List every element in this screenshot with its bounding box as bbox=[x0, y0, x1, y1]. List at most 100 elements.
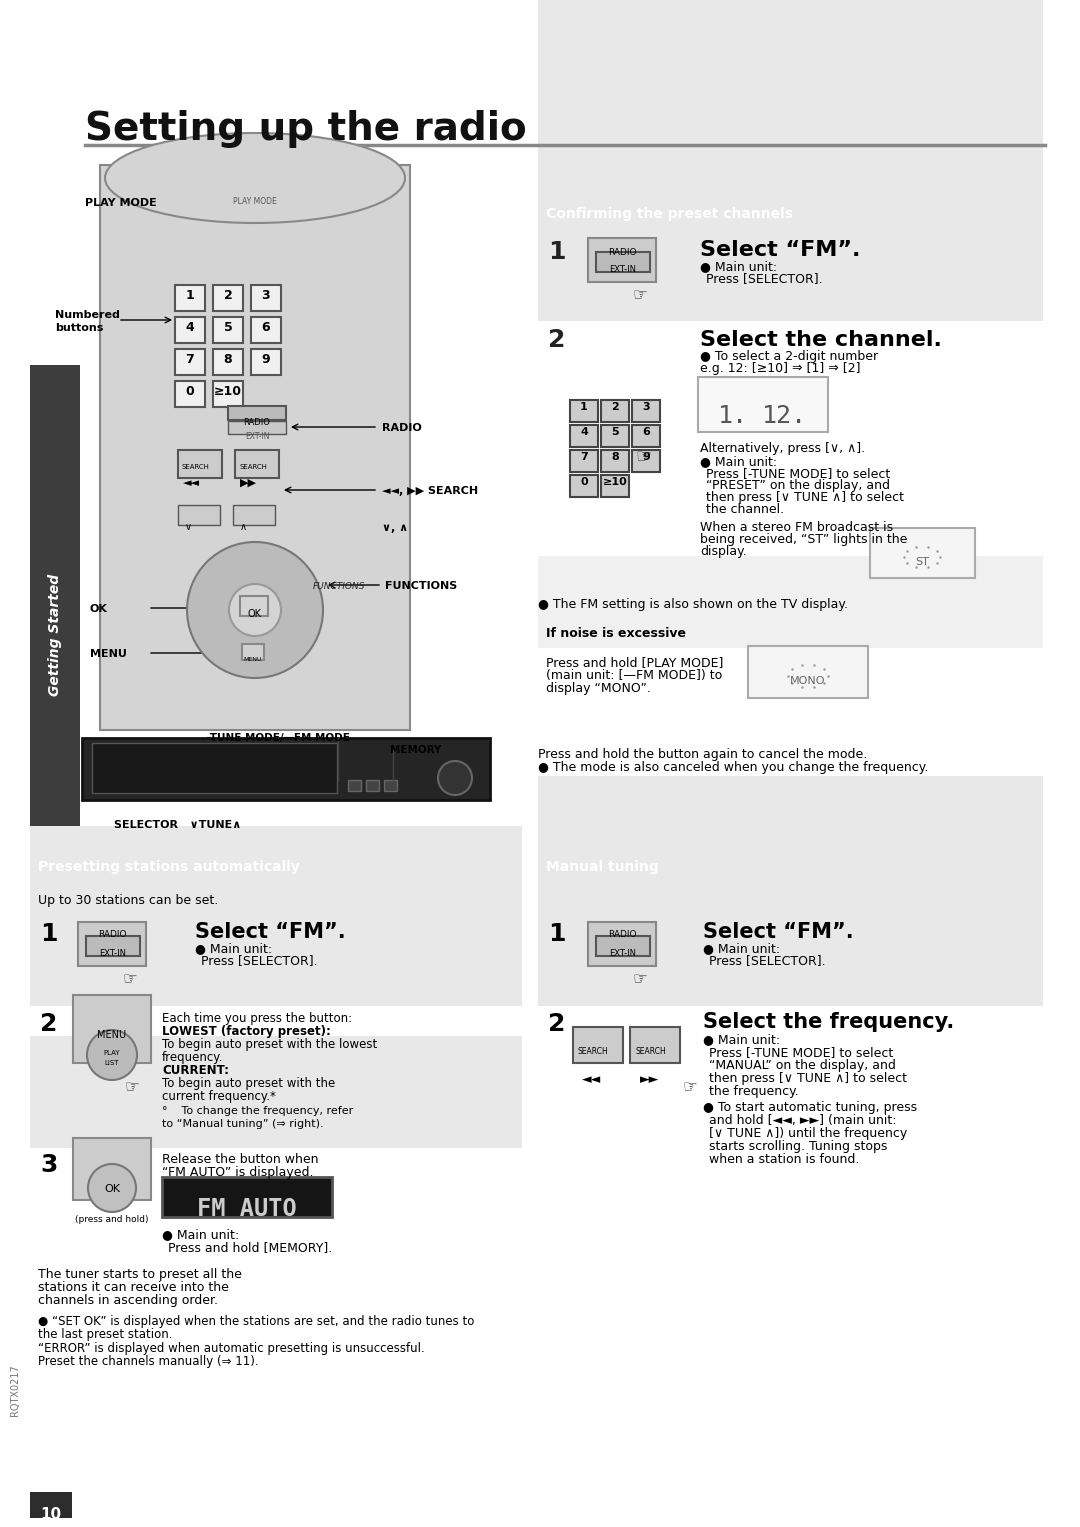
Text: Select the frequency.: Select the frequency. bbox=[703, 1012, 955, 1032]
Text: ☞: ☞ bbox=[124, 1078, 139, 1096]
Bar bbox=[242, 644, 264, 660]
Bar bbox=[538, 600, 1043, 625]
Text: the channel.: the channel. bbox=[706, 502, 784, 516]
Bar bbox=[30, 826, 522, 916]
Text: Presetting stations automatically: Presetting stations automatically bbox=[38, 860, 300, 873]
Bar bbox=[538, 177, 1043, 205]
Text: ☞: ☞ bbox=[633, 970, 647, 988]
Text: Press and hold [PLAY MODE]: Press and hold [PLAY MODE] bbox=[546, 657, 724, 669]
Bar bbox=[213, 382, 243, 408]
Bar bbox=[366, 780, 379, 791]
Text: MENU: MENU bbox=[90, 649, 126, 660]
Text: Select “FM”.: Select “FM”. bbox=[703, 922, 853, 942]
Text: 4: 4 bbox=[580, 428, 588, 437]
Text: 2: 2 bbox=[611, 402, 619, 412]
Text: MEMORY: MEMORY bbox=[390, 745, 442, 754]
Bar bbox=[30, 365, 80, 895]
Bar bbox=[600, 475, 629, 496]
Text: RADIO: RADIO bbox=[382, 423, 422, 434]
Bar bbox=[600, 400, 629, 421]
Text: EXT-IN: EXT-IN bbox=[99, 948, 126, 957]
Text: being received, “ST” lights in the: being received, “ST” lights in the bbox=[700, 533, 907, 547]
Bar bbox=[178, 505, 220, 525]
Text: FUNCTIONS: FUNCTIONS bbox=[384, 580, 457, 591]
Text: 4: 4 bbox=[186, 321, 194, 334]
Text: 8: 8 bbox=[224, 353, 232, 366]
Text: ∧: ∧ bbox=[240, 522, 247, 531]
Text: Numbered: Numbered bbox=[55, 310, 120, 321]
Text: 6: 6 bbox=[643, 428, 650, 437]
Text: SEARCH: SEARCH bbox=[635, 1048, 665, 1057]
Bar bbox=[73, 996, 151, 1063]
Text: e.g. 12: [≥10] ⇒ [1] ⇒ [2]: e.g. 12: [≥10] ⇒ [1] ⇒ [2] bbox=[700, 362, 861, 376]
Bar bbox=[30, 864, 522, 1006]
Text: ≥10: ≥10 bbox=[214, 385, 242, 399]
Text: Alternatively, press [∨, ∧].: Alternatively, press [∨, ∧]. bbox=[700, 441, 865, 455]
Text: ● To select a 2-digit number: ● To select a 2-digit number bbox=[700, 350, 878, 363]
Text: 10: 10 bbox=[40, 1507, 62, 1522]
Text: 8: 8 bbox=[611, 452, 619, 463]
Text: 9: 9 bbox=[643, 452, 650, 463]
Text: MENU: MENU bbox=[97, 1031, 126, 1040]
Bar bbox=[235, 450, 279, 478]
Bar bbox=[600, 450, 629, 472]
Text: then press [∨ TUNE ∧] to select: then press [∨ TUNE ∧] to select bbox=[708, 1072, 907, 1086]
Ellipse shape bbox=[105, 133, 405, 223]
Text: PLAY: PLAY bbox=[104, 1051, 120, 1057]
Text: the frequency.: the frequency. bbox=[708, 1086, 799, 1098]
Bar bbox=[228, 406, 286, 420]
Text: RQTX0217: RQTX0217 bbox=[10, 1364, 21, 1416]
Text: SEARCH: SEARCH bbox=[578, 1048, 609, 1057]
Bar bbox=[748, 646, 868, 698]
Bar bbox=[630, 1028, 680, 1063]
Bar bbox=[538, 556, 1043, 647]
Bar bbox=[632, 450, 660, 472]
Text: “PRESET” on the display, and: “PRESET” on the display, and bbox=[706, 479, 890, 492]
Text: Press [SELECTOR].: Press [SELECTOR]. bbox=[708, 954, 825, 967]
Text: 12.: 12. bbox=[762, 405, 807, 428]
Text: display “MONO”.: display “MONO”. bbox=[546, 683, 651, 695]
Text: ◄◄: ◄◄ bbox=[183, 478, 200, 489]
Text: buttons: buttons bbox=[55, 324, 104, 333]
Text: Confirming the preset channels: Confirming the preset channels bbox=[546, 208, 793, 221]
Bar bbox=[30, 1492, 72, 1518]
Bar bbox=[632, 400, 660, 421]
Bar bbox=[251, 350, 281, 376]
Text: When a stereo FM broadcast is: When a stereo FM broadcast is bbox=[700, 521, 893, 534]
Text: ◄◄: ◄◄ bbox=[582, 1073, 602, 1086]
Text: 1: 1 bbox=[548, 922, 566, 947]
Bar bbox=[82, 738, 490, 800]
Bar bbox=[175, 318, 205, 344]
Bar bbox=[538, 0, 1043, 321]
Text: 0: 0 bbox=[186, 385, 194, 399]
Text: PLAY MODE: PLAY MODE bbox=[233, 197, 276, 206]
Text: frequency.: frequency. bbox=[162, 1051, 224, 1064]
Text: SEARCH: SEARCH bbox=[239, 464, 267, 470]
Text: “ERROR” is displayed when automatic presetting is unsuccessful.: “ERROR” is displayed when automatic pres… bbox=[38, 1342, 424, 1354]
Text: ● Main unit:: ● Main unit: bbox=[703, 942, 780, 954]
Bar bbox=[588, 922, 656, 967]
Text: 5: 5 bbox=[611, 428, 619, 437]
Text: ☞: ☞ bbox=[683, 1078, 698, 1096]
Text: when a station is found.: when a station is found. bbox=[708, 1153, 860, 1167]
Text: To begin auto preset with the: To begin auto preset with the bbox=[162, 1077, 335, 1090]
Text: Getting Started: Getting Started bbox=[48, 574, 62, 696]
Text: LOWEST (factory preset):: LOWEST (factory preset): bbox=[162, 1025, 330, 1038]
Text: Release the button when: Release the button when bbox=[162, 1153, 319, 1167]
Text: SELECTOR   ∨TUNE∧: SELECTOR ∨TUNE∧ bbox=[114, 820, 242, 831]
Text: -TUNE MODE/—FM MODE: -TUNE MODE/—FM MODE bbox=[206, 733, 350, 744]
Text: Press [-TUNE MODE] to select: Press [-TUNE MODE] to select bbox=[708, 1046, 893, 1060]
Bar bbox=[162, 1177, 332, 1217]
Text: SEARCH: SEARCH bbox=[183, 464, 210, 470]
Bar bbox=[30, 831, 522, 858]
Text: °    To change the frequency, refer: ° To change the frequency, refer bbox=[162, 1106, 353, 1116]
Bar bbox=[73, 1138, 151, 1200]
Text: EXT-IN: EXT-IN bbox=[245, 432, 269, 441]
Text: RADIO: RADIO bbox=[608, 930, 636, 939]
Text: display.: display. bbox=[700, 545, 746, 557]
Bar bbox=[596, 252, 650, 272]
Text: The tuner starts to preset all the: The tuner starts to preset all the bbox=[38, 1267, 242, 1281]
Text: Select “FM”.: Select “FM”. bbox=[195, 922, 346, 942]
Bar bbox=[384, 780, 397, 791]
Text: RADIO: RADIO bbox=[608, 247, 636, 257]
